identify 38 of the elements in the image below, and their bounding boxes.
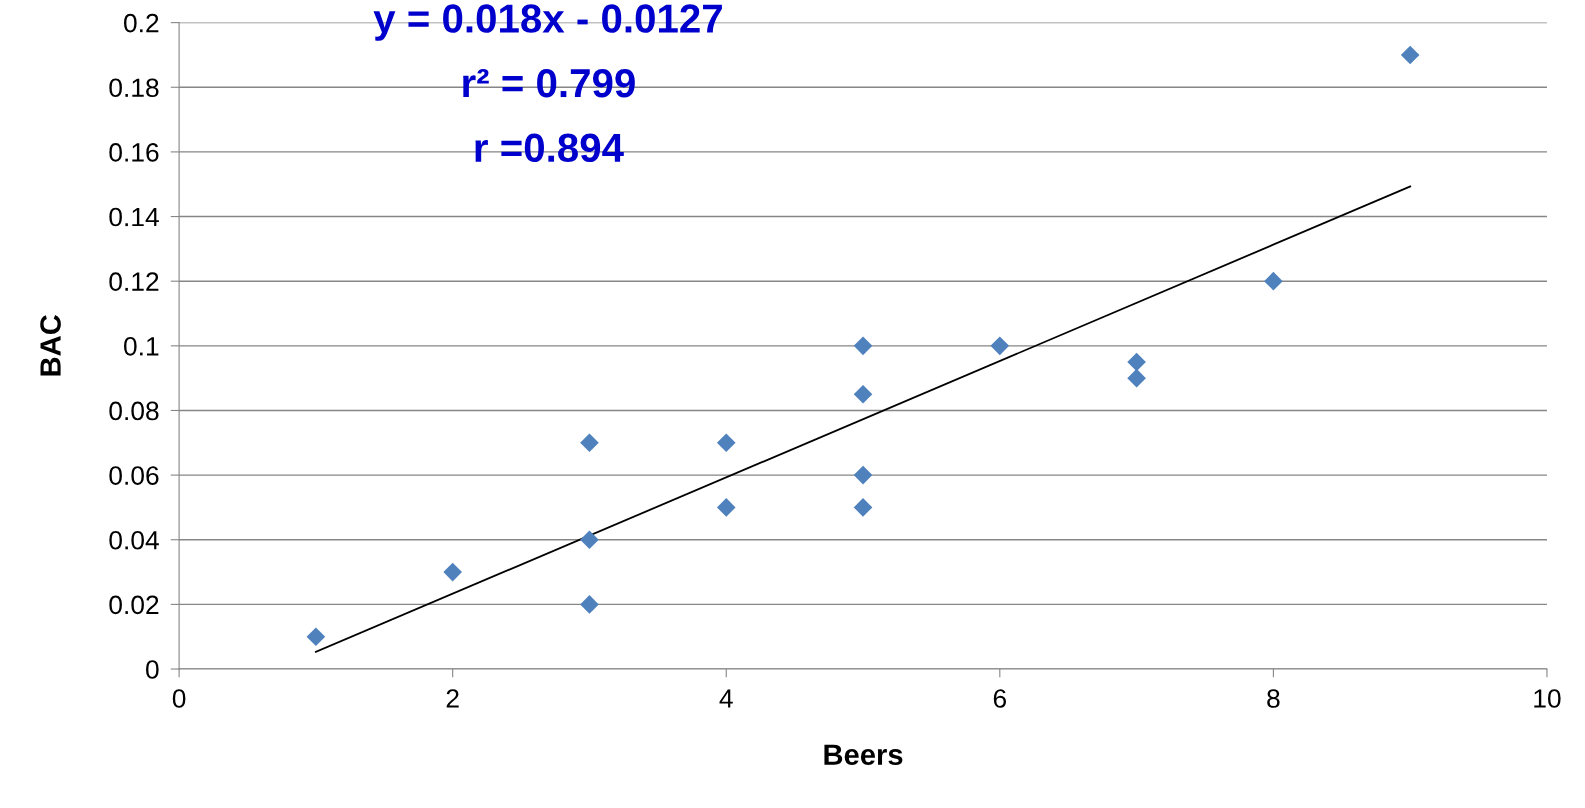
annotation: y = 0.018x - 0.0127 (373, 4, 722, 41)
y-tick-label: 0.02 (109, 595, 159, 615)
y-tick-label: 0.06 (109, 466, 159, 485)
x-tick-label: 8 (1267, 689, 1280, 708)
x-tick-label: 2 (446, 689, 459, 708)
point (443, 562, 462, 582)
y-tick-label: 0.16 (109, 143, 159, 162)
x-axis-title: Beers (824, 744, 903, 766)
point (853, 465, 873, 485)
x-tick-label: 10 (1534, 689, 1561, 708)
x-tick-label: 4 (719, 689, 733, 708)
point (580, 595, 599, 614)
point (1127, 352, 1146, 372)
point (580, 433, 599, 453)
y-tick-label: 0 (146, 660, 159, 679)
x-tick-label: 0 (172, 689, 186, 708)
y-tick-label: 0.14 (109, 207, 159, 227)
point (716, 433, 736, 453)
y-tick-label: 0.18 (109, 78, 159, 98)
point (1127, 368, 1146, 388)
y-tick-label: 0.12 (109, 272, 159, 292)
point (853, 384, 873, 404)
annotation: r =0.894 (475, 133, 624, 163)
y-tick-label: 0.2 (124, 13, 159, 33)
point (580, 530, 599, 550)
point (853, 498, 873, 517)
y-tick-label: 0.08 (109, 401, 159, 421)
point (1264, 271, 1283, 291)
point (716, 498, 736, 517)
y-tick-label: 0.04 (109, 530, 159, 550)
annotation: r² = 0.799 (463, 68, 635, 98)
point (306, 627, 326, 647)
point (853, 336, 873, 356)
x-tick-label: 6 (993, 689, 1006, 708)
y-axis-title: BAC (40, 315, 61, 376)
point (1400, 45, 1420, 65)
point (990, 336, 1010, 356)
y-tick-label: 0.1 (124, 336, 159, 356)
